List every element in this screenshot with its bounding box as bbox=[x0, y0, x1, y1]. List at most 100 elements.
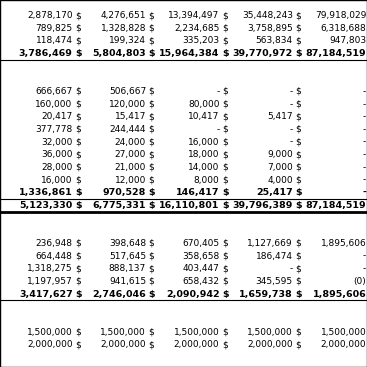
Text: 517,645: 517,645 bbox=[109, 251, 146, 261]
Text: $: $ bbox=[149, 11, 155, 20]
Text: 2,000,000: 2,000,000 bbox=[321, 340, 366, 349]
Text: $: $ bbox=[149, 87, 155, 96]
Text: 35,448,243: 35,448,243 bbox=[242, 11, 293, 20]
Text: $: $ bbox=[222, 277, 228, 286]
Text: 970,528: 970,528 bbox=[103, 188, 146, 197]
Text: 403,447: 403,447 bbox=[183, 264, 219, 273]
Text: 1,895,606: 1,895,606 bbox=[313, 290, 366, 299]
Text: 28,000: 28,000 bbox=[41, 163, 73, 172]
Text: 335,203: 335,203 bbox=[182, 36, 219, 46]
Text: $: $ bbox=[149, 239, 155, 248]
Text: $: $ bbox=[75, 188, 82, 197]
Text: 1,197,957: 1,197,957 bbox=[27, 277, 73, 286]
Text: $: $ bbox=[222, 23, 228, 33]
Text: $: $ bbox=[295, 251, 301, 261]
Text: $: $ bbox=[75, 201, 82, 210]
Text: $: $ bbox=[75, 340, 81, 349]
Text: 1,659,738: 1,659,738 bbox=[239, 290, 293, 299]
Text: 2,090,942: 2,090,942 bbox=[166, 290, 219, 299]
Text: $: $ bbox=[149, 23, 155, 33]
Text: $: $ bbox=[222, 36, 228, 46]
Text: 3,417,627: 3,417,627 bbox=[19, 290, 73, 299]
Text: $: $ bbox=[222, 239, 228, 248]
Text: 789,825: 789,825 bbox=[36, 23, 73, 33]
Text: 24,000: 24,000 bbox=[115, 138, 146, 147]
Text: $: $ bbox=[75, 36, 81, 46]
Text: $: $ bbox=[295, 11, 301, 20]
Text: $: $ bbox=[75, 49, 82, 58]
Text: $: $ bbox=[149, 112, 155, 121]
Text: -: - bbox=[363, 138, 366, 147]
Text: -: - bbox=[363, 251, 366, 261]
Text: 16,110,801: 16,110,801 bbox=[159, 201, 219, 210]
Text: $: $ bbox=[295, 49, 302, 58]
Text: 1,500,000: 1,500,000 bbox=[27, 327, 73, 337]
Text: -: - bbox=[363, 163, 366, 172]
Text: $: $ bbox=[149, 175, 155, 185]
Text: $: $ bbox=[75, 112, 81, 121]
Text: -: - bbox=[363, 175, 366, 185]
Text: $: $ bbox=[75, 87, 81, 96]
Text: $: $ bbox=[149, 277, 155, 286]
Text: $: $ bbox=[222, 201, 229, 210]
Text: 16,000: 16,000 bbox=[41, 175, 73, 185]
Text: 2,878,170: 2,878,170 bbox=[27, 11, 73, 20]
Text: $: $ bbox=[149, 99, 155, 109]
Text: 1,895,606: 1,895,606 bbox=[320, 239, 366, 248]
Text: $: $ bbox=[75, 163, 81, 172]
Text: 15,417: 15,417 bbox=[115, 112, 146, 121]
Text: $: $ bbox=[222, 188, 229, 197]
Text: $: $ bbox=[75, 251, 81, 261]
Text: 244,444: 244,444 bbox=[110, 125, 146, 134]
Text: 120,000: 120,000 bbox=[109, 99, 146, 109]
Text: $: $ bbox=[75, 23, 81, 33]
Text: 39,796,389: 39,796,389 bbox=[232, 201, 293, 210]
Text: $: $ bbox=[222, 11, 228, 20]
Text: $: $ bbox=[149, 264, 155, 273]
Text: $: $ bbox=[222, 125, 228, 134]
Text: 6,318,688: 6,318,688 bbox=[320, 23, 366, 33]
Text: -: - bbox=[362, 188, 366, 197]
Text: $: $ bbox=[149, 163, 155, 172]
Text: 16,000: 16,000 bbox=[188, 138, 219, 147]
Text: $: $ bbox=[295, 87, 301, 96]
Text: $: $ bbox=[295, 175, 301, 185]
Text: 1,500,000: 1,500,000 bbox=[100, 327, 146, 337]
Text: $: $ bbox=[295, 290, 302, 299]
Text: 5,804,803: 5,804,803 bbox=[92, 49, 146, 58]
Text: 80,000: 80,000 bbox=[188, 99, 219, 109]
Text: 146,417: 146,417 bbox=[176, 188, 219, 197]
Text: 2,000,000: 2,000,000 bbox=[27, 340, 73, 349]
Text: 21,000: 21,000 bbox=[115, 163, 146, 172]
Text: 8,000: 8,000 bbox=[194, 175, 219, 185]
Text: $: $ bbox=[222, 264, 228, 273]
Text: $: $ bbox=[75, 138, 81, 147]
Text: 3,758,895: 3,758,895 bbox=[247, 23, 293, 33]
Text: $: $ bbox=[149, 327, 155, 337]
Text: 79,918,029: 79,918,029 bbox=[315, 11, 366, 20]
Text: 1,500,000: 1,500,000 bbox=[320, 327, 366, 337]
Text: -: - bbox=[290, 264, 293, 273]
Text: 1,336,861: 1,336,861 bbox=[19, 188, 73, 197]
Text: 27,000: 27,000 bbox=[115, 150, 146, 159]
Text: 2,234,685: 2,234,685 bbox=[174, 23, 219, 33]
Text: $: $ bbox=[222, 163, 228, 172]
Text: 3,786,469: 3,786,469 bbox=[19, 49, 73, 58]
Text: $: $ bbox=[222, 138, 228, 147]
Text: 563,834: 563,834 bbox=[256, 36, 293, 46]
Text: 87,184,519: 87,184,519 bbox=[306, 49, 366, 58]
Text: -: - bbox=[290, 138, 293, 147]
Text: $: $ bbox=[222, 175, 228, 185]
Text: 377,778: 377,778 bbox=[36, 125, 73, 134]
Text: 14,000: 14,000 bbox=[188, 163, 219, 172]
Text: 13,394,497: 13,394,497 bbox=[168, 11, 219, 20]
Text: $: $ bbox=[222, 340, 228, 349]
Text: 6,775,331: 6,775,331 bbox=[92, 201, 146, 210]
Text: $: $ bbox=[75, 239, 81, 248]
Text: -: - bbox=[363, 87, 366, 96]
Text: 2,000,000: 2,000,000 bbox=[247, 340, 293, 349]
Text: $: $ bbox=[75, 290, 82, 299]
Text: $: $ bbox=[295, 99, 301, 109]
Text: 947,803: 947,803 bbox=[329, 36, 366, 46]
Text: 345,595: 345,595 bbox=[256, 277, 293, 286]
